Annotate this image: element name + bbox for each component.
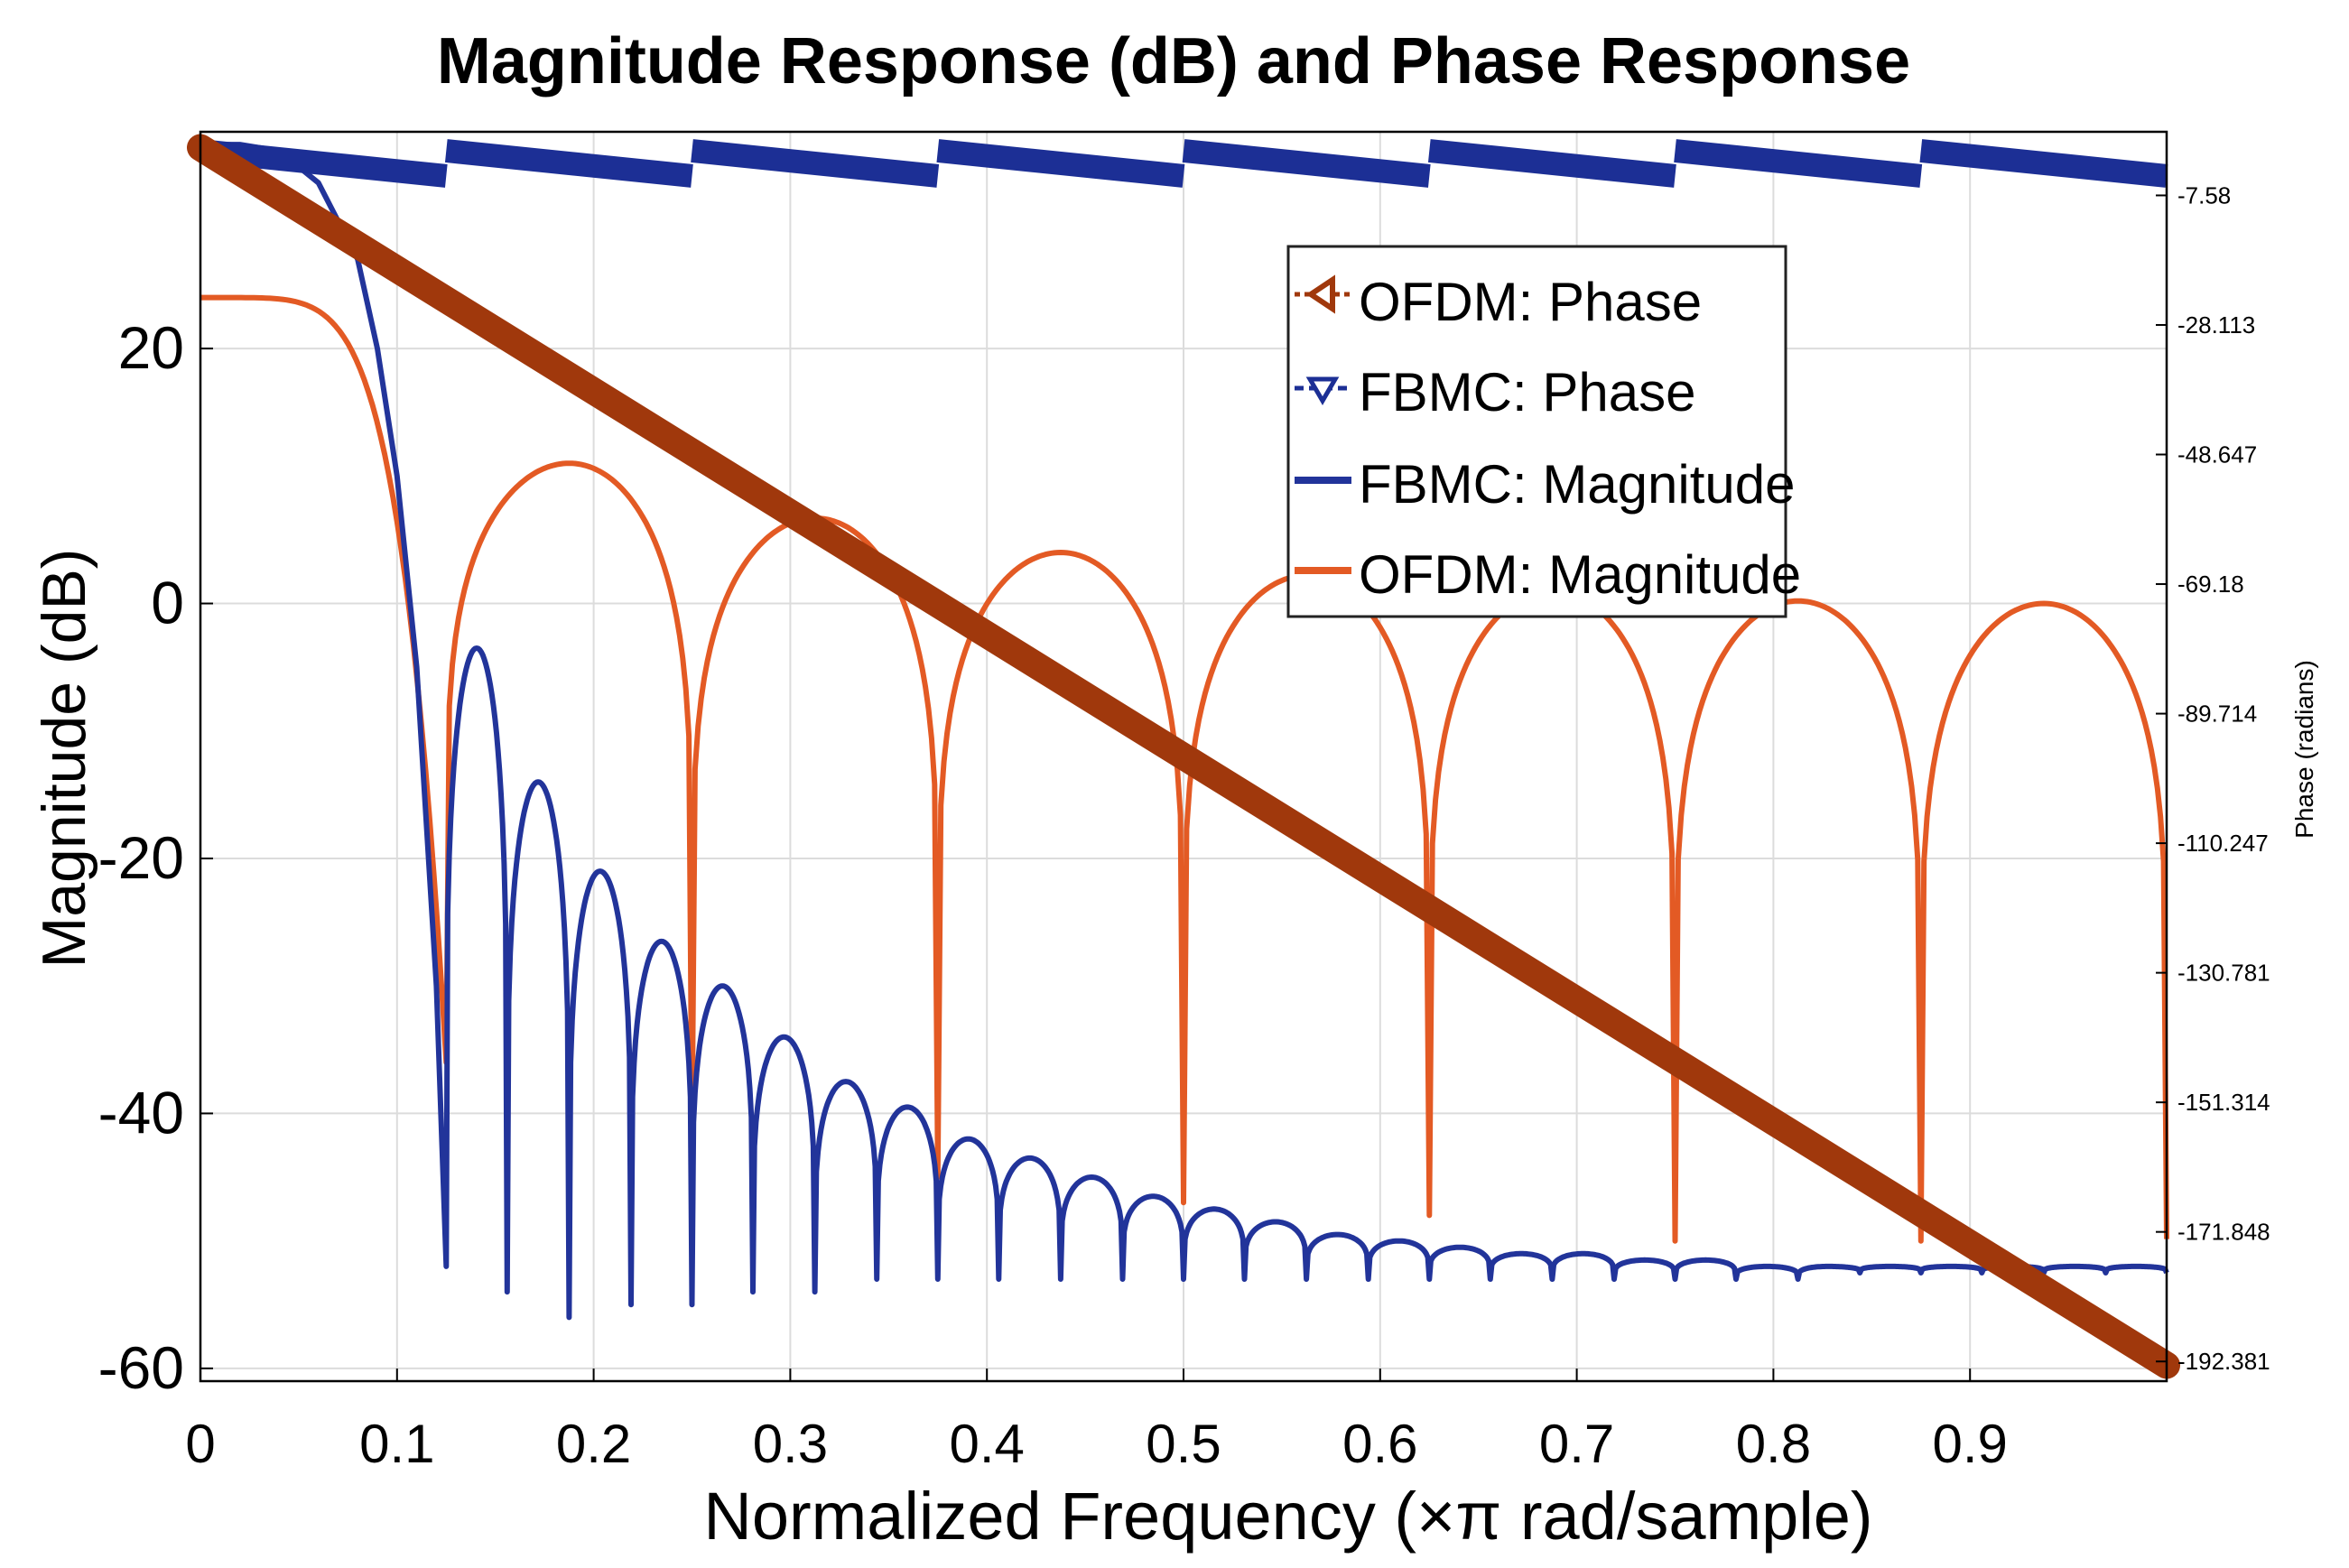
legend-label-ofdm-magnitude: OFDM: Magnitude — [1359, 544, 1801, 605]
y2-tick-label: -89.714 — [2177, 700, 2257, 728]
x-axis-label: Normalized Frequency (×π rad/sample) — [703, 1479, 1872, 1554]
chart-title: Magnitude Response (dB) and Phase Respon… — [437, 25, 1910, 97]
y2-tick-label: -28.113 — [2177, 311, 2255, 339]
x-tick-label: 0.1 — [359, 1414, 434, 1474]
x-tick-label: 0.5 — [1146, 1414, 1221, 1474]
ofdm-magnitude-line — [200, 294, 2169, 1244]
y-tick-label: -60 — [98, 1334, 184, 1401]
x-tick-label: 0.9 — [1932, 1414, 2007, 1474]
legend-entry-fbmc-magnitude: FBMC: Magnitude — [1295, 454, 1796, 515]
x-tick-label: 0.8 — [1736, 1414, 1811, 1474]
y-tick-label: 20 — [118, 314, 184, 381]
y-axis-label: Magnitude (dB) — [30, 549, 98, 969]
legend-label-ofdm-phase: OFDM: Phase — [1359, 272, 1702, 332]
y2-tick-label: -171.848 — [2177, 1219, 2270, 1246]
triangle-down-icon — [1305, 376, 1340, 405]
fbmc-phase-line — [199, 139, 2168, 188]
x-tick-label: 0.3 — [753, 1414, 828, 1474]
axes-frame — [199, 130, 2168, 1383]
y-tick-label: -40 — [98, 1079, 184, 1146]
y2-tick-label: -192.381 — [2177, 1348, 2270, 1375]
y2-tick-label: -7.58 — [2177, 181, 2231, 209]
legend-label-fbmc-phase: FBMC: Phase — [1359, 362, 1695, 422]
legend: OFDM: Phase FBMC: Phase FBMC: Magnitude … — [1286, 245, 1801, 618]
x-tick-label: 0 — [185, 1414, 215, 1474]
axes — [199, 130, 2168, 1383]
y-tick-label: -20 — [98, 824, 184, 891]
y-tick-label: 0 — [151, 570, 184, 636]
legend-label-fbmc-magnitude: FBMC: Magnitude — [1359, 454, 1796, 515]
legend-entry-ofdm-magnitude: OFDM: Magnitude — [1295, 544, 1801, 605]
triangle-left-icon — [1305, 274, 1335, 314]
tick-labels: 0 0.1 0.2 0.3 0.4 0.5 0.6 0.7 0.8 0.9 -60 -40 -20 0 20… — [98, 181, 2270, 1474]
y2-axis-label: Phase (radians) — [2290, 660, 2318, 839]
y2-tick-label: -48.647 — [2177, 441, 2257, 469]
x-tick-label: 0.4 — [949, 1414, 1024, 1474]
y2-tick-label: -69.18 — [2177, 571, 2244, 598]
y2-tick-label: -130.781 — [2177, 960, 2270, 987]
legend-box — [1286, 245, 1787, 618]
fbmc-magnitude-line — [200, 142, 2169, 1321]
legend-entry-ofdm-phase: OFDM: Phase — [1295, 272, 1702, 332]
y2-tick-label: -110.247 — [2177, 830, 2269, 857]
plot-area — [187, 134, 2180, 1379]
x-tick-label: 0.6 — [1342, 1414, 1417, 1474]
legend-entry-fbmc-phase: FBMC: Phase — [1295, 362, 1695, 422]
ofdm-phase-line — [187, 134, 2180, 1379]
x-tick-label: 0.2 — [556, 1414, 631, 1474]
x-tick-label: 0.7 — [1539, 1414, 1614, 1474]
y2-tick-label: -151.314 — [2177, 1089, 2270, 1116]
